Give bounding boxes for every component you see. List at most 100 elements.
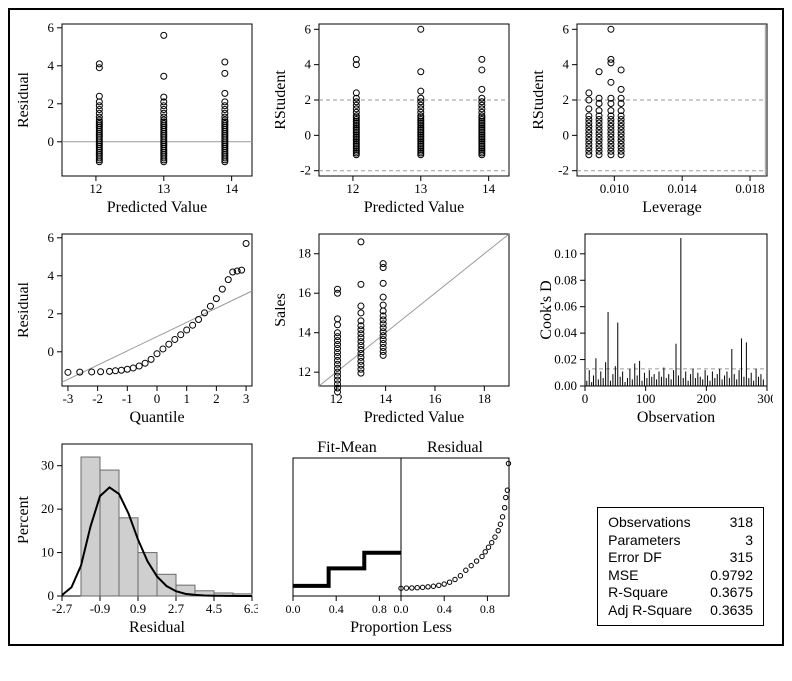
svg-text:16: 16: [298, 285, 312, 300]
diagnostics-panel: 1213140246Predicted ValueResidual 121314…: [8, 8, 784, 646]
svg-text:Percent: Percent: [18, 495, 32, 544]
svg-text:-2.7: -2.7: [52, 601, 73, 616]
svg-text:12: 12: [298, 364, 311, 379]
svg-text:1: 1: [183, 391, 190, 406]
svg-text:4: 4: [305, 57, 312, 72]
svg-text:0.06: 0.06: [554, 299, 577, 314]
stats-row: Parameters 3: [608, 532, 753, 550]
svg-text:30: 30: [41, 458, 54, 473]
svg-text:18: 18: [298, 246, 311, 261]
stats-row: R-Square 0.3675: [608, 584, 753, 602]
svg-text:Fit-Mean: Fit-Mean: [318, 439, 378, 456]
svg-text:-2: -2: [92, 391, 103, 406]
svg-text:4: 4: [48, 58, 55, 73]
plot-rstudent-predicted: 121314-20246Predicted ValueRStudent: [275, 16, 516, 216]
svg-text:Residual: Residual: [129, 619, 186, 636]
svg-text:0.00: 0.00: [554, 378, 577, 393]
stats-value: 0.3675: [710, 584, 753, 602]
svg-text:0: 0: [305, 127, 312, 142]
svg-text:13: 13: [415, 181, 428, 196]
svg-text:14: 14: [379, 391, 393, 406]
svg-text:0.4: 0.4: [329, 602, 344, 616]
svg-text:2: 2: [213, 391, 220, 406]
svg-text:12: 12: [347, 181, 360, 196]
stats-value: 318: [730, 514, 753, 532]
stats-row: Adj R-Square0.3635: [608, 602, 753, 620]
svg-text:0.02: 0.02: [554, 352, 577, 367]
svg-text:RStudent: RStudent: [533, 70, 547, 130]
stats-table: Observations318Parameters3Error DF315MSE…: [597, 507, 764, 626]
svg-text:16: 16: [429, 391, 443, 406]
svg-text:0.018: 0.018: [735, 181, 764, 196]
svg-text:0: 0: [581, 391, 588, 406]
svg-text:12: 12: [330, 391, 343, 406]
svg-text:Observation: Observation: [637, 409, 715, 426]
svg-text:Quantile: Quantile: [129, 409, 184, 426]
svg-text:0: 0: [48, 344, 55, 359]
svg-text:0: 0: [154, 391, 161, 406]
stats-row: Observations 318: [608, 514, 753, 532]
svg-text:0.9: 0.9: [130, 601, 146, 616]
svg-text:0: 0: [48, 134, 55, 149]
svg-text:10: 10: [41, 545, 54, 560]
svg-text:Leverage: Leverage: [642, 199, 702, 216]
svg-text:-2: -2: [300, 163, 311, 178]
svg-text:300: 300: [757, 391, 773, 406]
svg-text:20: 20: [41, 501, 54, 516]
svg-text:-2: -2: [558, 163, 569, 178]
svg-text:0.0: 0.0: [394, 602, 409, 616]
svg-text:-0.9: -0.9: [90, 601, 111, 616]
svg-text:0: 0: [562, 127, 569, 142]
svg-text:2: 2: [305, 92, 312, 107]
stats-key: Observations: [608, 514, 690, 532]
svg-text:6: 6: [562, 21, 569, 36]
svg-text:Residual: Residual: [427, 439, 484, 456]
svg-text:6.3: 6.3: [244, 601, 258, 616]
svg-text:2: 2: [48, 306, 55, 321]
svg-text:14: 14: [225, 181, 239, 196]
svg-text:4: 4: [48, 268, 55, 283]
stats-key: Adj R-Square: [608, 602, 692, 620]
svg-text:Residual: Residual: [18, 71, 32, 128]
svg-text:0.8: 0.8: [372, 602, 387, 616]
svg-text:0.08: 0.08: [554, 272, 577, 287]
svg-text:0.010: 0.010: [599, 181, 628, 196]
svg-text:2.7: 2.7: [168, 601, 185, 616]
svg-text:6: 6: [48, 20, 55, 35]
svg-text:18: 18: [478, 391, 491, 406]
plot-histogram: -2.7-0.90.92.74.56.30102030ResidualPerce…: [18, 436, 259, 636]
svg-text:0.014: 0.014: [667, 181, 697, 196]
svg-text:0.4: 0.4: [437, 602, 452, 616]
svg-text:6: 6: [48, 230, 55, 245]
svg-text:Sales: Sales: [275, 293, 289, 327]
stats-row: MSE 0.9792: [608, 567, 753, 585]
svg-text:200: 200: [696, 391, 716, 406]
svg-text:13: 13: [157, 181, 170, 196]
svg-text:0.8: 0.8: [480, 602, 495, 616]
svg-text:Predicted Value: Predicted Value: [364, 199, 465, 216]
plot-rf-spread: 0.00.40.80.00.40.8Fit-MeanResidualPropor…: [275, 436, 516, 636]
stats-value: 315: [730, 549, 753, 567]
plot-rstudent-leverage: 0.010 0.014 0.018 -2 0 2 4 6 Leverage RStudent: [533, 16, 774, 216]
svg-text:14: 14: [298, 325, 312, 340]
svg-text:4: 4: [562, 57, 569, 72]
plot-qq: -3-2-101230246QuantileResidual: [18, 226, 259, 426]
svg-text:2: 2: [562, 92, 569, 107]
plot-residual-predicted: 1213140246Predicted ValueResidual: [18, 16, 259, 216]
stats-key: MSE: [608, 567, 638, 585]
svg-text:2: 2: [48, 96, 55, 111]
svg-text:Residual: Residual: [18, 281, 32, 338]
stats-key: Parameters: [608, 532, 680, 550]
stats-key: R-Square: [608, 584, 668, 602]
svg-text:12: 12: [89, 181, 102, 196]
stats-value: 0.9792: [710, 567, 753, 585]
svg-text:6: 6: [305, 21, 312, 36]
svg-text:Cook's D: Cook's D: [538, 280, 555, 339]
svg-text:RStudent: RStudent: [275, 70, 289, 130]
svg-text:-1: -1: [122, 391, 133, 406]
svg-text:Proportion Less: Proportion Less: [350, 619, 452, 636]
stats-value: 3: [745, 532, 753, 550]
svg-text:0.04: 0.04: [554, 325, 577, 340]
plot-cooks-d: 01002003000.000.020.040.060.080.10Observ…: [533, 226, 774, 426]
stats-key: Error DF: [608, 549, 662, 567]
